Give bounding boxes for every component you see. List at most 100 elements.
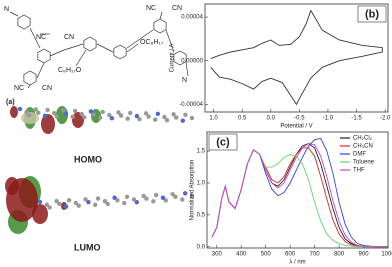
y-tick-label: 0.00000 (181, 58, 203, 64)
atom (63, 204, 69, 209)
atom (26, 113, 32, 118)
atom (125, 116, 130, 121)
x-tick-label: 1.0 (209, 116, 218, 122)
bond (159, 11, 163, 20)
atom (124, 194, 130, 199)
legend-label: Toluene (353, 160, 375, 166)
atom (105, 201, 110, 207)
atom (155, 111, 161, 117)
atom-label: N (182, 77, 187, 84)
atom (180, 118, 186, 123)
orbital-lobe (41, 114, 55, 134)
x-tick-label: 0.5 (238, 116, 247, 122)
atom (70, 114, 75, 119)
orbital-lobe (6, 178, 38, 222)
orbital-lobe (10, 106, 18, 118)
atom (88, 109, 94, 114)
legend-label: DMF (353, 152, 366, 158)
x-tick-label: 300 (212, 252, 223, 258)
atom (171, 112, 176, 117)
atom (162, 114, 167, 120)
bond (75, 49, 87, 67)
panel-label-box (357, 5, 387, 23)
ring (37, 48, 51, 64)
atom (93, 202, 98, 208)
ring (153, 18, 167, 34)
y-tick-label: 1.0 (197, 181, 206, 187)
atom (24, 109, 29, 115)
y-axis-label: Normalized Absorption (190, 160, 196, 220)
atom (164, 117, 170, 123)
bond (29, 27, 41, 49)
x-tick-label: -1.5 (351, 116, 362, 122)
atom (151, 199, 156, 204)
atom (137, 117, 142, 122)
x-tick-label: 400 (236, 252, 247, 258)
bond (165, 29, 175, 53)
atom (73, 200, 79, 206)
atom (42, 113, 48, 119)
atom (17, 106, 23, 112)
atom (153, 117, 158, 122)
data-line (210, 9, 383, 106)
atom (66, 198, 72, 203)
atom (128, 110, 133, 116)
ring (23, 70, 37, 86)
atom (118, 113, 124, 118)
x-tick-label: 700 (310, 252, 321, 258)
atom (72, 108, 78, 114)
y-tick-label: 1.5 (197, 149, 206, 155)
ring (113, 44, 127, 60)
atom (79, 111, 84, 117)
bond (49, 49, 65, 57)
atom (134, 113, 140, 119)
atom (76, 203, 81, 208)
atom (91, 112, 96, 117)
atom (82, 115, 87, 120)
x-tick-label: 0.0 (267, 116, 276, 122)
atom (109, 116, 115, 121)
y-tick-label: 0.5 (197, 212, 206, 218)
atom (100, 109, 105, 115)
atom (116, 110, 121, 115)
y-axis-label: Current / A (170, 44, 176, 73)
atom (112, 195, 117, 200)
atom (189, 115, 195, 121)
atom (54, 114, 59, 119)
ring (83, 36, 97, 52)
atom-label: NC (146, 5, 156, 12)
panel-label: (b) (365, 8, 379, 20)
atom-label: N (4, 6, 9, 13)
legend-label: CH₃CN (353, 144, 373, 150)
atom (95, 196, 101, 201)
x-tick-label: -0.5 (294, 116, 305, 122)
atom (174, 115, 179, 120)
atom-label: NC (36, 34, 46, 41)
data-line (211, 142, 388, 248)
y-tick-label: 0.00004 (181, 15, 203, 21)
atom (180, 197, 185, 202)
atom-label: CN (172, 5, 182, 12)
panel-label-box (208, 133, 238, 151)
atom (63, 111, 69, 116)
bond (126, 29, 154, 49)
legend-label: THF (353, 168, 365, 174)
x-axis-label: λ / nm (289, 260, 305, 266)
x-tick-label: 600 (285, 252, 296, 258)
atom (143, 111, 149, 116)
atom (173, 194, 178, 200)
atom (170, 191, 175, 197)
atom (146, 114, 151, 119)
atom (86, 199, 91, 205)
atom (45, 107, 50, 113)
x-tick-label: -2.0 (380, 116, 391, 122)
atom (83, 197, 88, 202)
x-tick-label: 900 (359, 252, 370, 258)
ring (17, 14, 31, 30)
bond (9, 11, 19, 17)
atom (141, 193, 146, 199)
bond (36, 62, 45, 79)
atom (54, 198, 59, 204)
bond (185, 61, 189, 77)
